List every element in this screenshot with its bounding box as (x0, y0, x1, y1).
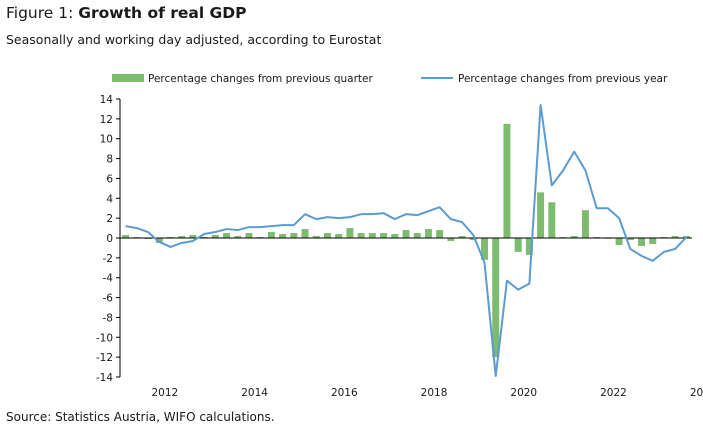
y-tick-label: -6 (103, 293, 114, 305)
y-tick-label: 0 (106, 233, 113, 245)
x-tick-label: 2018 (421, 387, 448, 399)
bar (626, 238, 634, 240)
bar (267, 232, 275, 238)
x-tick-label: 2014 (241, 387, 268, 399)
y-tick-label: 8 (106, 154, 113, 166)
bar (492, 238, 500, 358)
y-tick-label: -12 (96, 352, 113, 364)
bar (638, 238, 645, 246)
bar (447, 238, 455, 241)
bar (245, 233, 253, 238)
y-tick-label: -8 (103, 312, 113, 324)
x-tick-label: 2022 (600, 387, 627, 399)
bar (357, 233, 365, 238)
bar (402, 230, 410, 238)
bar (548, 202, 556, 238)
legend-bar-swatch (112, 74, 144, 82)
bar (424, 229, 432, 238)
legend-line-label: Percentage changes from previous year (458, 73, 668, 85)
source-note: Source: Statistics Austria, WIFO calcula… (6, 410, 275, 424)
bar (537, 192, 545, 238)
bar (301, 229, 309, 238)
bar (279, 234, 287, 238)
bar (122, 235, 130, 238)
bar (391, 234, 399, 238)
chart-title: Growth of real GDP (78, 4, 247, 22)
bar (503, 123, 511, 238)
bar (481, 238, 488, 260)
bar (335, 234, 343, 238)
x-tick-label: 2020 (510, 387, 537, 399)
bar (312, 236, 320, 238)
y-tick-label: 14 (100, 94, 114, 106)
x-tick-label: 2012 (151, 387, 178, 399)
y-tick-label: -14 (96, 372, 113, 384)
legend: Percentage changes from previous quarter… (112, 73, 668, 85)
bar (436, 230, 444, 238)
y-tick-label: 12 (100, 114, 113, 126)
figure-title: Figure 1: Growth of real GDP (6, 4, 247, 22)
bar (178, 236, 186, 238)
bar (581, 210, 589, 238)
bar (615, 238, 623, 245)
y-tick-label: 2 (106, 213, 113, 225)
plot-area: 14 12 10 8 6 4 2 0 -2 -4 -6 -8 -10 -12 -14 2012 2014 2016… (96, 94, 703, 399)
y-tick-label: 6 (106, 173, 113, 185)
bar (525, 238, 533, 255)
bar (413, 233, 421, 238)
bar (514, 238, 522, 252)
figure-label: Figure 1: (6, 4, 79, 22)
y-tick-label: 4 (106, 193, 113, 205)
bar (368, 233, 376, 238)
y-tick-label: -2 (103, 253, 113, 265)
line-series-yoy (125, 103, 688, 378)
bar (290, 233, 298, 238)
bar (211, 235, 219, 238)
bar (380, 233, 388, 238)
bar (223, 233, 231, 238)
bar (234, 236, 242, 238)
bar (458, 236, 466, 238)
y-tick-label: 10 (100, 134, 113, 146)
bar (671, 236, 679, 238)
y-tick-label: -10 (96, 332, 113, 344)
bar (324, 233, 331, 238)
y-tick-label: -4 (103, 273, 114, 285)
bar (682, 236, 690, 238)
bar (346, 228, 354, 238)
bar (649, 238, 657, 244)
chart-subtitle: Seasonally and working day adjusted, acc… (6, 32, 382, 47)
x-tick-label: 2024 (690, 387, 703, 399)
x-tick-label: 2016 (331, 387, 358, 399)
bar (155, 238, 163, 243)
bar (469, 238, 477, 240)
bar (570, 236, 578, 238)
bar (189, 235, 197, 238)
legend-bar-label: Percentage changes from previous quarter (148, 73, 374, 85)
